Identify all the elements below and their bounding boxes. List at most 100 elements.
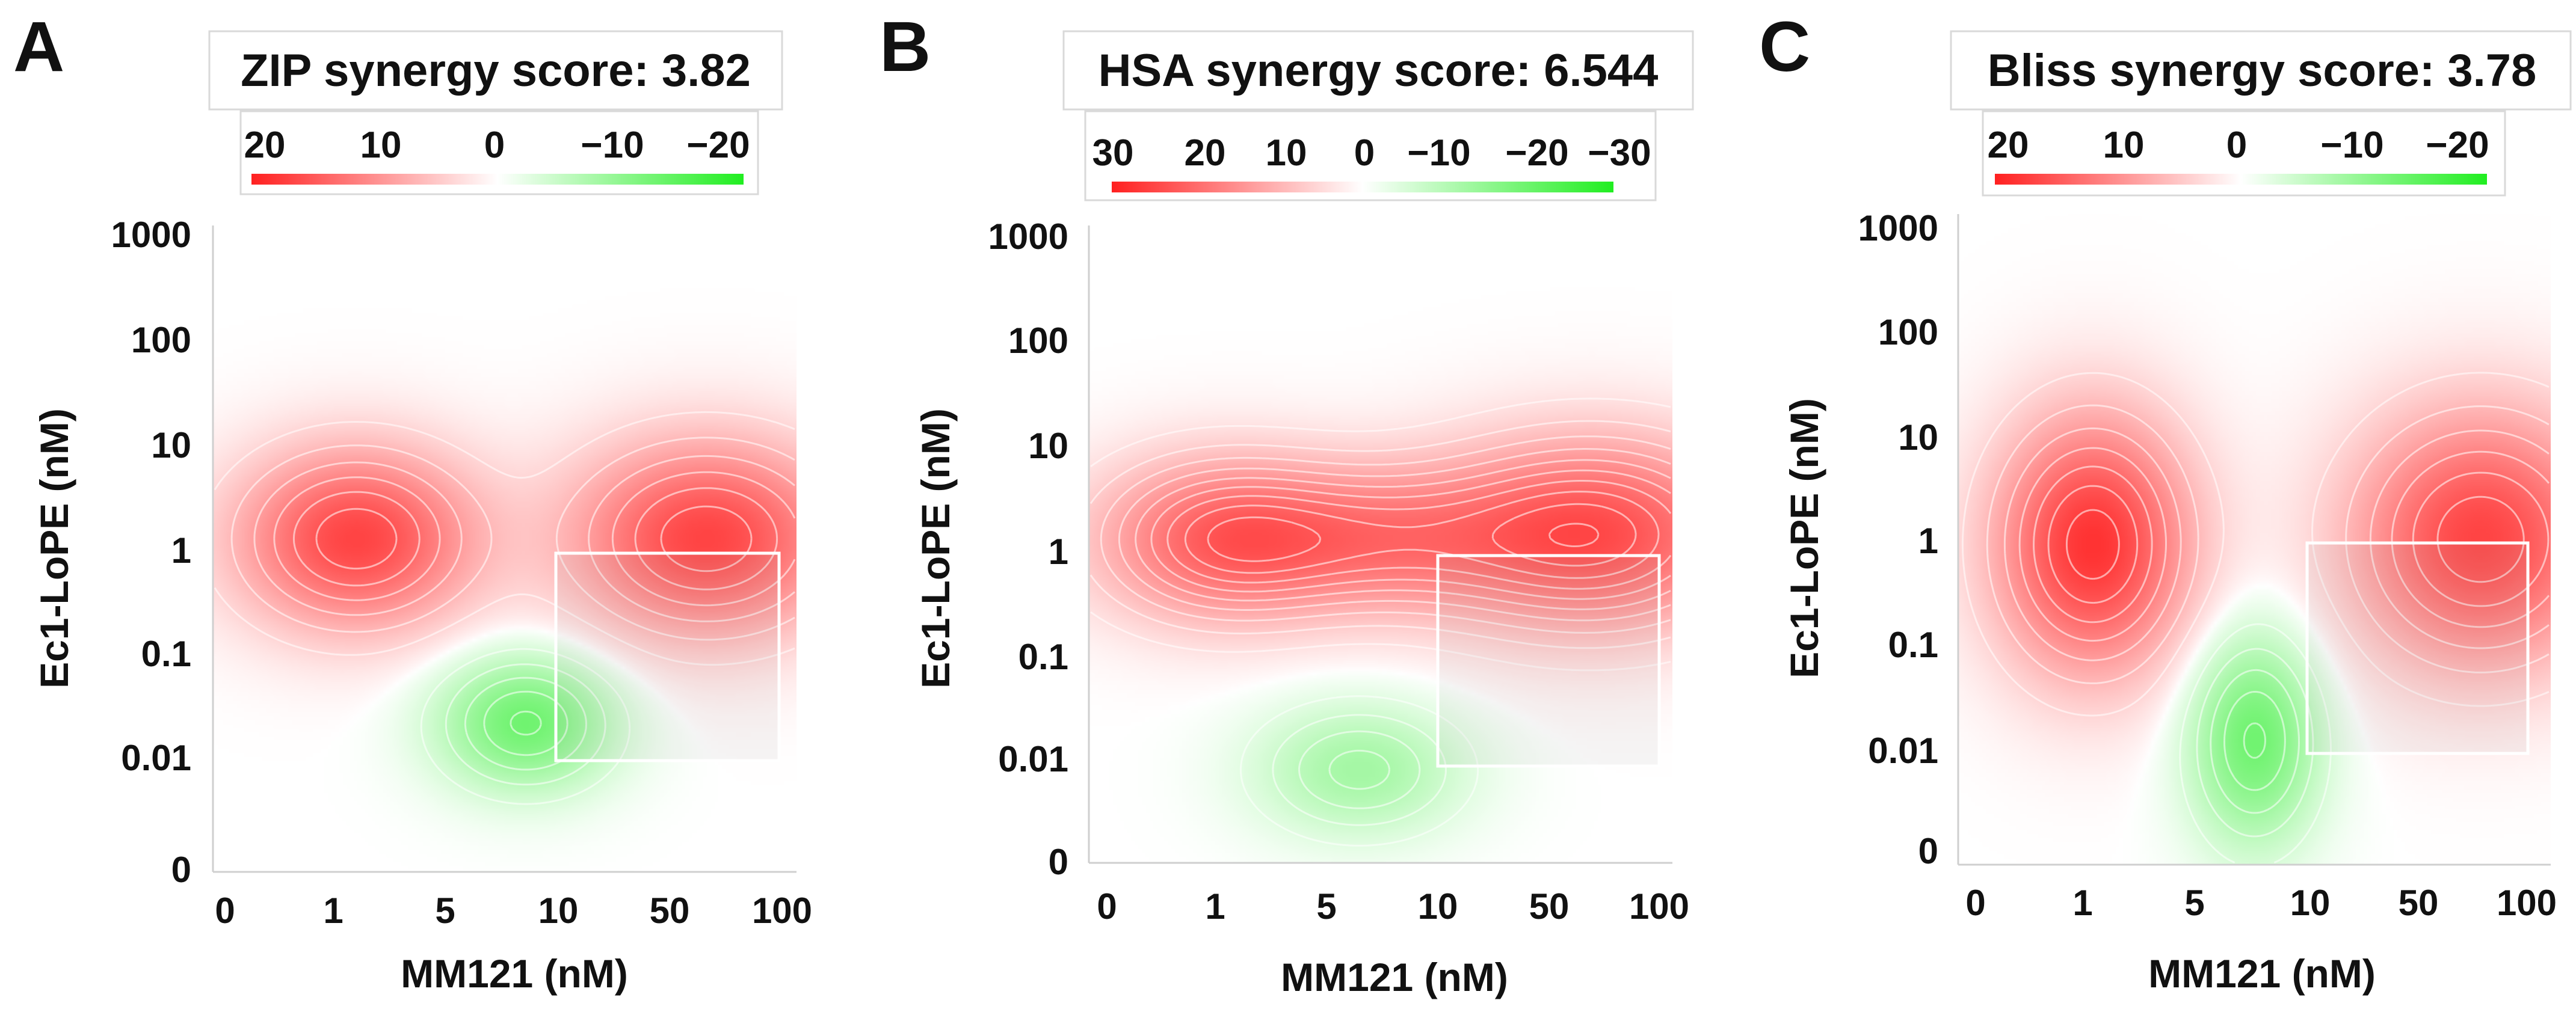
contour-line <box>2243 722 2266 759</box>
contour-line <box>230 437 795 641</box>
x-tick-label: 10 <box>1418 886 1458 927</box>
contour-line <box>1239 695 1479 847</box>
y-ticks-b: 0 0.01 0.1 1 10 100 1000 <box>988 216 1068 882</box>
contour-line <box>1207 503 1637 567</box>
contour-line <box>1089 420 1671 649</box>
y-tick-label: 1000 <box>1858 208 1938 248</box>
x-tick-label: 50 <box>1529 886 1570 927</box>
contour-line <box>2018 447 2550 642</box>
x-axis-label-c: MM121 (nM) <box>2148 951 2376 996</box>
x-tick-label: 50 <box>650 891 690 931</box>
x-tick-label: 0 <box>215 891 235 931</box>
legend-colorbar-a <box>251 174 744 185</box>
contour-line <box>273 471 796 607</box>
y-tick-label: 0.01 <box>998 739 1068 779</box>
y-tick-label: 10 <box>151 425 191 465</box>
legend-tick-label: −20 <box>2426 124 2489 166</box>
x-tick-label: 1 <box>1205 886 1225 927</box>
y-tick-label: 1 <box>1918 521 1938 561</box>
y-tick-label: 100 <box>1878 312 1938 352</box>
contour-line <box>464 676 587 771</box>
x-ticks-c: 0 1 5 10 50 100 <box>1965 883 2557 923</box>
y-tick-label: 10 <box>1028 426 1068 466</box>
x-tick-label: 100 <box>2497 883 2557 923</box>
legend-tick-label: 20 <box>1988 124 2029 166</box>
x-tick-label: 1 <box>323 891 343 931</box>
y-ticks-c: 0 0.01 0.1 1 10 100 1000 <box>1858 208 1938 871</box>
roi-box-a <box>554 551 781 762</box>
panel-b: B HSA synergy score: 6.544 30 20 10 0 −1… <box>880 7 1694 999</box>
legend-tick-label: 0 <box>1354 132 1375 174</box>
y-tick-label: 1000 <box>111 215 191 255</box>
roi-box-c <box>2305 541 2530 755</box>
x-ticks-b: 0 1 5 10 50 100 <box>1097 886 1689 927</box>
legend-tick-label: 0 <box>484 124 505 166</box>
y-tick-label: 0 <box>1918 831 1938 871</box>
legend-tick-label: −20 <box>1505 132 1568 174</box>
legend-tick-label: 10 <box>2103 124 2145 166</box>
legend-tick-label: −20 <box>686 124 750 166</box>
contour-line <box>2003 427 2550 661</box>
contour-line <box>315 505 753 572</box>
contour-line <box>1298 730 1421 809</box>
legend-tick-label: −30 <box>1588 132 1651 174</box>
contour-line <box>2047 485 2525 604</box>
x-tick-label: 10 <box>2290 883 2331 923</box>
legend-colorbar-b <box>1112 182 1613 192</box>
roi-box-b <box>1436 554 1661 768</box>
y-tick-label: 1 <box>171 530 191 571</box>
x-tick-label: 5 <box>435 891 455 931</box>
contour-line <box>1328 749 1391 790</box>
chart-title-b: HSA synergy score: 6.544 <box>1098 45 1659 96</box>
contour-line <box>1100 435 1671 634</box>
contour-line <box>214 411 795 666</box>
y-tick-label: 0.1 <box>141 634 191 674</box>
title-box-c <box>1950 30 2572 111</box>
y-ticks-a: 0 0.01 0.1 1 10 100 1000 <box>111 215 191 890</box>
contour-line <box>1961 372 2550 717</box>
y-axis-label-b: Ec1-LoPE (nM) <box>913 408 958 688</box>
y-tick-label: 100 <box>131 320 191 360</box>
legend-ticks-c: 20 10 0 −10 −20 <box>1988 124 2489 166</box>
x-tick-label: 50 <box>2399 883 2439 923</box>
contour-line <box>2210 669 2300 814</box>
y-axis-label-a: Ec1-LoPE (nM) <box>32 408 76 688</box>
x-tick-label: 5 <box>1316 886 1336 927</box>
contour-line <box>1986 404 2550 684</box>
y-tick-label: 0 <box>1049 842 1068 882</box>
heatmap-a <box>213 225 797 872</box>
contour-line <box>1118 448 1671 622</box>
chart-title-c: Bliss synergy score: 3.78 <box>1988 45 2537 96</box>
contours-c <box>1961 372 2550 864</box>
contour-line <box>253 455 795 622</box>
x-ticks-a: 0 1 5 10 50 100 <box>215 891 812 931</box>
x-axis-label-b: MM121 (nM) <box>1281 955 1508 999</box>
panel-label-b: B <box>880 7 931 87</box>
y-tick-label: 0.1 <box>1018 637 1068 677</box>
x-tick-label: 100 <box>752 891 812 931</box>
y-tick-label: 0.1 <box>1888 625 1938 665</box>
y-tick-label: 1 <box>1049 532 1068 572</box>
panel-c: C Bliss synergy score: 3.78 20 10 0 −10 … <box>1759 7 2572 996</box>
legend-tick-label: 10 <box>1266 132 1307 174</box>
x-axis-label-a: MM121 (nM) <box>401 951 628 996</box>
contour-line <box>1272 714 1447 826</box>
contour-line <box>445 663 606 786</box>
contour-line <box>510 710 542 736</box>
y-tick-label: 0 <box>171 850 191 890</box>
contour-line <box>2223 690 2286 791</box>
contours-a <box>214 411 796 805</box>
y-tick-label: 0.01 <box>1868 731 1938 771</box>
legend-ticks-b: 30 20 10 0 −10 −20 −30 <box>1092 132 1651 174</box>
heatmap-c <box>1958 214 2551 865</box>
contour-line <box>2196 648 2314 838</box>
panel-label-c: C <box>1759 7 1810 87</box>
contour-line <box>292 487 778 590</box>
y-tick-label: 100 <box>1008 320 1068 361</box>
contour-line <box>1166 480 1672 590</box>
y-tick-label: 10 <box>1898 417 1938 458</box>
legend-tick-label: −10 <box>1407 132 1470 174</box>
legend-tick-label: 30 <box>1092 132 1134 174</box>
y-axis-label-c: Ec1-LoPE (nM) <box>1782 398 1826 678</box>
